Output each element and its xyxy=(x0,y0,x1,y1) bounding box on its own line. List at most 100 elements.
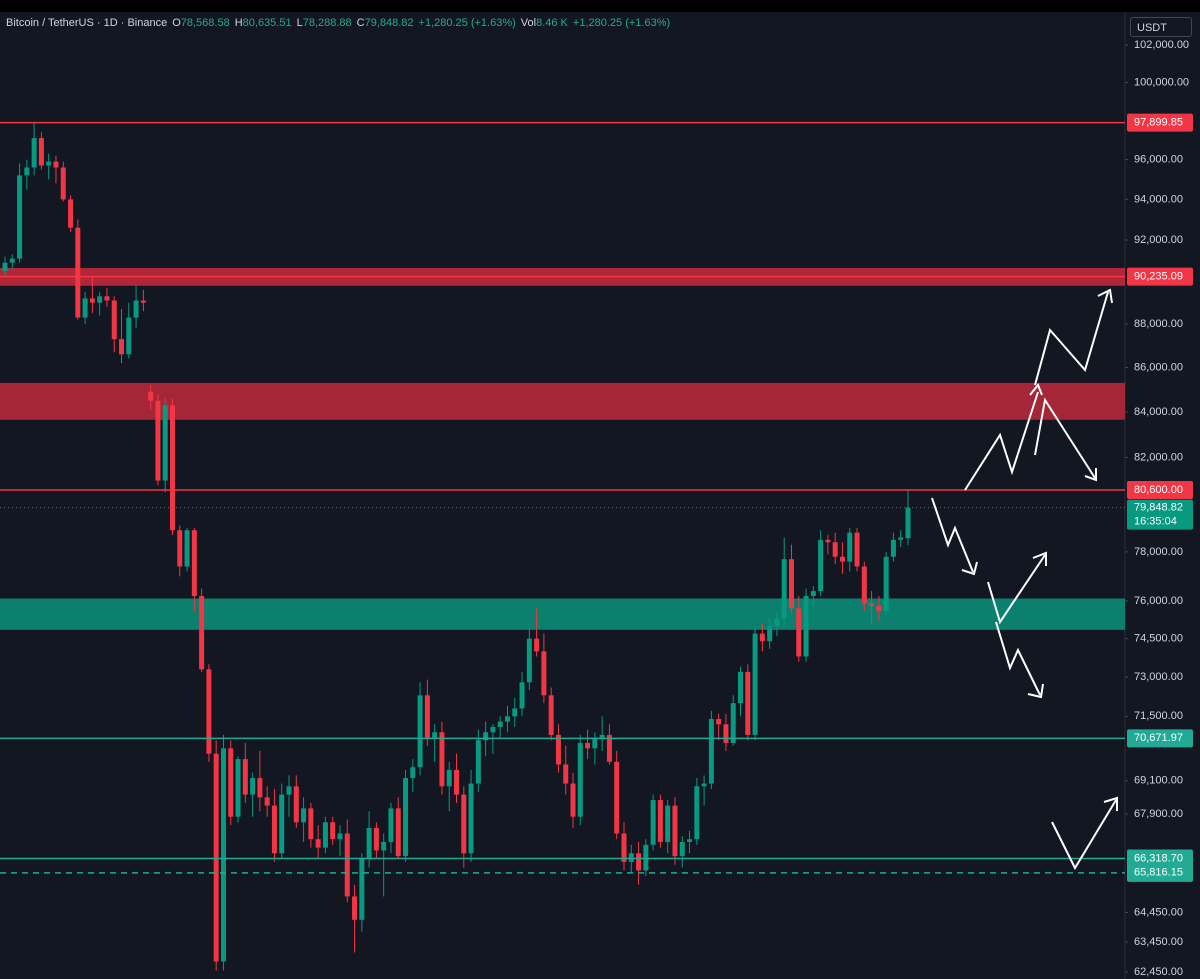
candle-body xyxy=(68,199,74,228)
candle-body xyxy=(548,695,554,735)
currency-button[interactable]: USDT xyxy=(1130,17,1192,37)
candle-body xyxy=(497,721,503,727)
symbol-title: Bitcoin / TetherUS · 1D · Binance xyxy=(6,17,168,29)
candle-body xyxy=(890,539,896,557)
candle-body xyxy=(308,808,314,840)
candle-body xyxy=(781,559,787,619)
arrow xyxy=(964,391,1039,491)
candle-body xyxy=(155,400,161,481)
candle-body xyxy=(359,858,365,920)
candle-body xyxy=(490,726,496,733)
countdown-label: 16:35:04 xyxy=(1134,516,1177,528)
candle-body xyxy=(250,778,256,795)
candle-body xyxy=(24,167,30,176)
candle-body xyxy=(206,669,212,754)
candle-body xyxy=(388,808,394,842)
candle-body xyxy=(854,532,860,567)
arrow xyxy=(1034,291,1109,386)
y-tick-label: 62,450.00 xyxy=(1134,966,1183,978)
candle-body xyxy=(432,732,438,738)
candles xyxy=(2,122,911,971)
y-tick-label: 82,000.00 xyxy=(1134,451,1183,463)
candle-body xyxy=(177,530,183,567)
arrow-head xyxy=(961,561,978,576)
legend-value: +1,280.25 (+1.63%) xyxy=(418,17,516,29)
y-tick-label: 71,500.00 xyxy=(1134,710,1183,722)
candle-body xyxy=(344,833,350,897)
candle-body xyxy=(9,258,15,263)
candle-body xyxy=(220,748,226,962)
zone xyxy=(0,382,1125,420)
candle-body xyxy=(133,300,139,318)
candle-body xyxy=(723,724,729,743)
level-label-box xyxy=(1127,729,1193,748)
levels: 79,848.82 16:35:04 97,899.85 90,235.09 80,60… xyxy=(0,113,1193,882)
candle-body xyxy=(424,695,430,738)
candle-body xyxy=(126,317,132,355)
candle-body xyxy=(788,559,794,609)
candle-body xyxy=(330,822,336,840)
candle-body xyxy=(905,507,911,539)
candle-body xyxy=(606,734,612,762)
y-tick-label: 67,900.00 xyxy=(1134,808,1183,820)
candle-body xyxy=(883,556,889,611)
candle-body xyxy=(694,786,700,840)
candle-body xyxy=(184,530,190,567)
level-label: 97,899.85 xyxy=(1134,116,1183,128)
candle-body xyxy=(650,800,656,845)
candle-body xyxy=(861,566,867,604)
arrow xyxy=(1051,799,1117,871)
candle-body xyxy=(898,537,904,540)
candle-body xyxy=(322,822,328,848)
candle-body xyxy=(614,761,620,834)
level-label: 65,816.15 xyxy=(1134,867,1183,879)
candle-body xyxy=(570,783,576,817)
candle-body xyxy=(235,759,241,817)
candle-body xyxy=(410,767,416,779)
projection-arrows xyxy=(931,288,1118,871)
arrow-head xyxy=(1029,383,1043,396)
y-tick-label: 76,000.00 xyxy=(1134,595,1183,607)
candle-body xyxy=(111,300,117,340)
candle-body xyxy=(526,638,532,683)
candle-body xyxy=(796,608,802,657)
arrow-head xyxy=(1084,468,1097,482)
candle-body xyxy=(191,530,197,597)
candle-body xyxy=(38,138,44,166)
legend-key: L xyxy=(296,17,303,29)
candle-body xyxy=(293,786,299,823)
candle-body xyxy=(745,671,751,735)
candle-body xyxy=(599,734,605,738)
level-label-box xyxy=(1127,480,1193,499)
candle-body xyxy=(82,298,88,318)
level-label: 66,318.70 xyxy=(1134,852,1183,864)
candle-body xyxy=(555,734,561,765)
candle-body xyxy=(242,759,248,795)
y-tick-label: 69,100.00 xyxy=(1134,775,1183,787)
legend: Bitcoin / TetherUS · 1D · Binance O78,568… xyxy=(6,17,670,29)
candle-body xyxy=(439,732,445,787)
y-tick-label: 84,000.00 xyxy=(1134,406,1183,418)
candle-body xyxy=(104,296,110,301)
level-label-box xyxy=(1127,849,1193,868)
candle-body xyxy=(228,748,234,817)
candle-body xyxy=(140,300,146,303)
y-tick-label: 96,000.00 xyxy=(1134,154,1183,166)
candle-body xyxy=(46,161,52,166)
y-tick-label: 100,000.00 xyxy=(1134,76,1189,88)
candle-body xyxy=(373,827,379,851)
top-bar xyxy=(0,0,1200,12)
candle-body xyxy=(504,716,510,722)
price-axis: 102,000.00 100,000.00 96,000.00 94,000.00 92… xyxy=(1125,39,1189,978)
level-label-box xyxy=(1127,113,1193,132)
level-label: 80,600.00 xyxy=(1134,484,1183,496)
candle-body xyxy=(417,695,423,768)
current-price-label: 79,848.82 xyxy=(1134,502,1183,514)
y-tick-label: 102,000.00 xyxy=(1134,39,1189,51)
current-price-box xyxy=(1127,499,1193,530)
candle-body xyxy=(701,783,707,787)
candle-body xyxy=(169,405,175,531)
candle-body xyxy=(876,605,882,611)
arrow-head xyxy=(1097,288,1113,304)
